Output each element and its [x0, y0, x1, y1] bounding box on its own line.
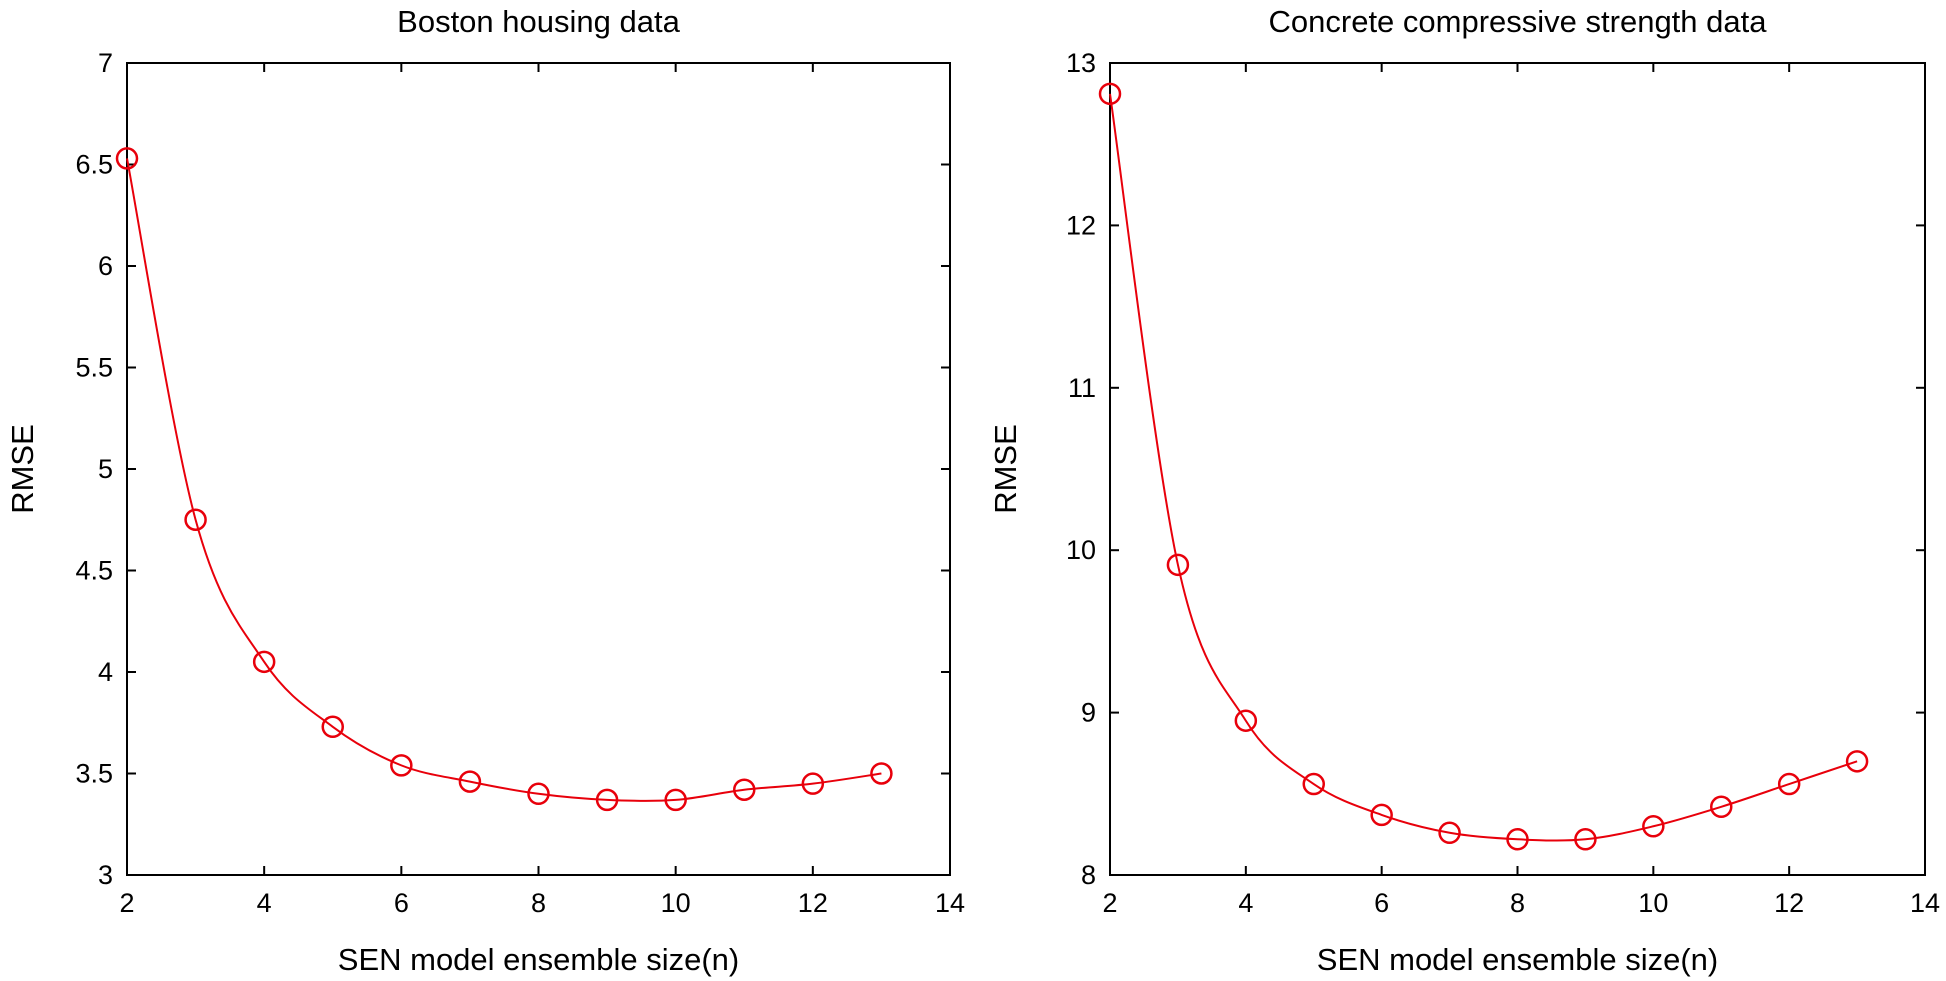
y-tick-label: 7 — [98, 48, 113, 78]
plot-marks: 2 4 6 8 10 12 14 8 9 10 11 12 13 — [1066, 48, 1940, 918]
x-tick-label: 12 — [1774, 888, 1804, 918]
data-point-marker — [664, 788, 687, 812]
x-tick-label: 8 — [1510, 888, 1525, 918]
y-tick-label: 5.5 — [75, 353, 113, 383]
series-line — [126, 158, 882, 802]
y-tick-label: 3.5 — [75, 759, 113, 789]
x-axis-label: SEN model ensemble size(n) — [1317, 942, 1718, 977]
y-tick-label: 6 — [98, 251, 113, 281]
data-point-marker — [1710, 795, 1733, 819]
x-tick-label: 2 — [119, 888, 134, 918]
chart-title: Concrete compressive strength data — [1269, 4, 1768, 39]
data-point-marker — [527, 782, 550, 806]
y-tick-label: 6.5 — [75, 150, 113, 180]
chart-title: Boston housing data — [397, 4, 680, 39]
data-point-marker — [1438, 821, 1461, 845]
y-tick-label: 13 — [1066, 48, 1096, 78]
series-line — [1109, 93, 1858, 842]
data-point-marker — [1234, 709, 1258, 732]
data-point-marker — [321, 715, 344, 739]
y-tick-label: 4 — [98, 657, 113, 687]
y-tick-label: 10 — [1066, 535, 1096, 565]
data-point-marker — [1166, 553, 1190, 577]
data-point-marker — [1302, 772, 1325, 796]
x-tick-label: 10 — [1638, 888, 1668, 918]
data-point-marker — [1506, 828, 1529, 851]
x-tick-label: 6 — [394, 888, 409, 918]
y-tick-label: 5 — [98, 454, 113, 484]
y-tick-label: 8 — [1081, 860, 1096, 890]
data-point-marker — [595, 788, 619, 812]
x-tick-label: 10 — [661, 888, 691, 918]
x-tick-label: 14 — [935, 888, 965, 918]
data-point-marker — [1370, 803, 1393, 827]
plot-area — [1109, 62, 1926, 876]
data-point-marker — [252, 650, 276, 674]
data-point-marker — [1777, 772, 1801, 796]
plot-marks: 2 4 6 8 10 12 14 3 3.5 4 4.5 5 5.5 6 6.5 7 — [75, 48, 965, 918]
data-point-marker — [733, 778, 756, 801]
data-point-marker — [1642, 815, 1665, 838]
chart-concrete-strength: 2 4 6 8 10 12 14 8 9 10 11 12 13 Concrete compressiv… — [988, 4, 1940, 977]
data-point-marker — [115, 147, 139, 170]
data-point-marker — [1845, 750, 1869, 773]
plot-area — [126, 62, 951, 876]
chart-boston-housing: 2 4 6 8 10 12 14 3 3.5 4 4.5 5 5.5 6 6.5 7 Boston housi… — [5, 4, 965, 977]
x-axis-label: SEN model ensemble size(n) — [338, 942, 739, 977]
x-tick-label: 4 — [1238, 888, 1253, 918]
y-tick-label: 3 — [98, 860, 113, 890]
data-point-marker — [390, 754, 413, 777]
y-tick-label: 12 — [1066, 210, 1096, 240]
y-tick-label: 11 — [1068, 373, 1096, 403]
data-point-marker — [801, 772, 825, 795]
y-tick-label: 4.5 — [75, 556, 113, 586]
y-axis-label: RMSE — [5, 424, 40, 514]
data-point-marker — [184, 508, 207, 531]
data-point-marker — [458, 770, 482, 793]
y-axis-label: RMSE — [988, 424, 1023, 514]
y-tick-label: 9 — [1081, 698, 1096, 728]
data-point-marker — [870, 762, 893, 785]
data-point-marker — [1098, 82, 1122, 106]
x-tick-label: 14 — [1910, 888, 1940, 918]
x-tick-label: 8 — [531, 888, 546, 918]
x-tick-label: 6 — [1374, 888, 1389, 918]
x-tick-label: 4 — [257, 888, 272, 918]
x-tick-label: 12 — [798, 888, 828, 918]
data-point-marker — [1574, 828, 1597, 851]
x-tick-label: 2 — [1102, 888, 1117, 918]
